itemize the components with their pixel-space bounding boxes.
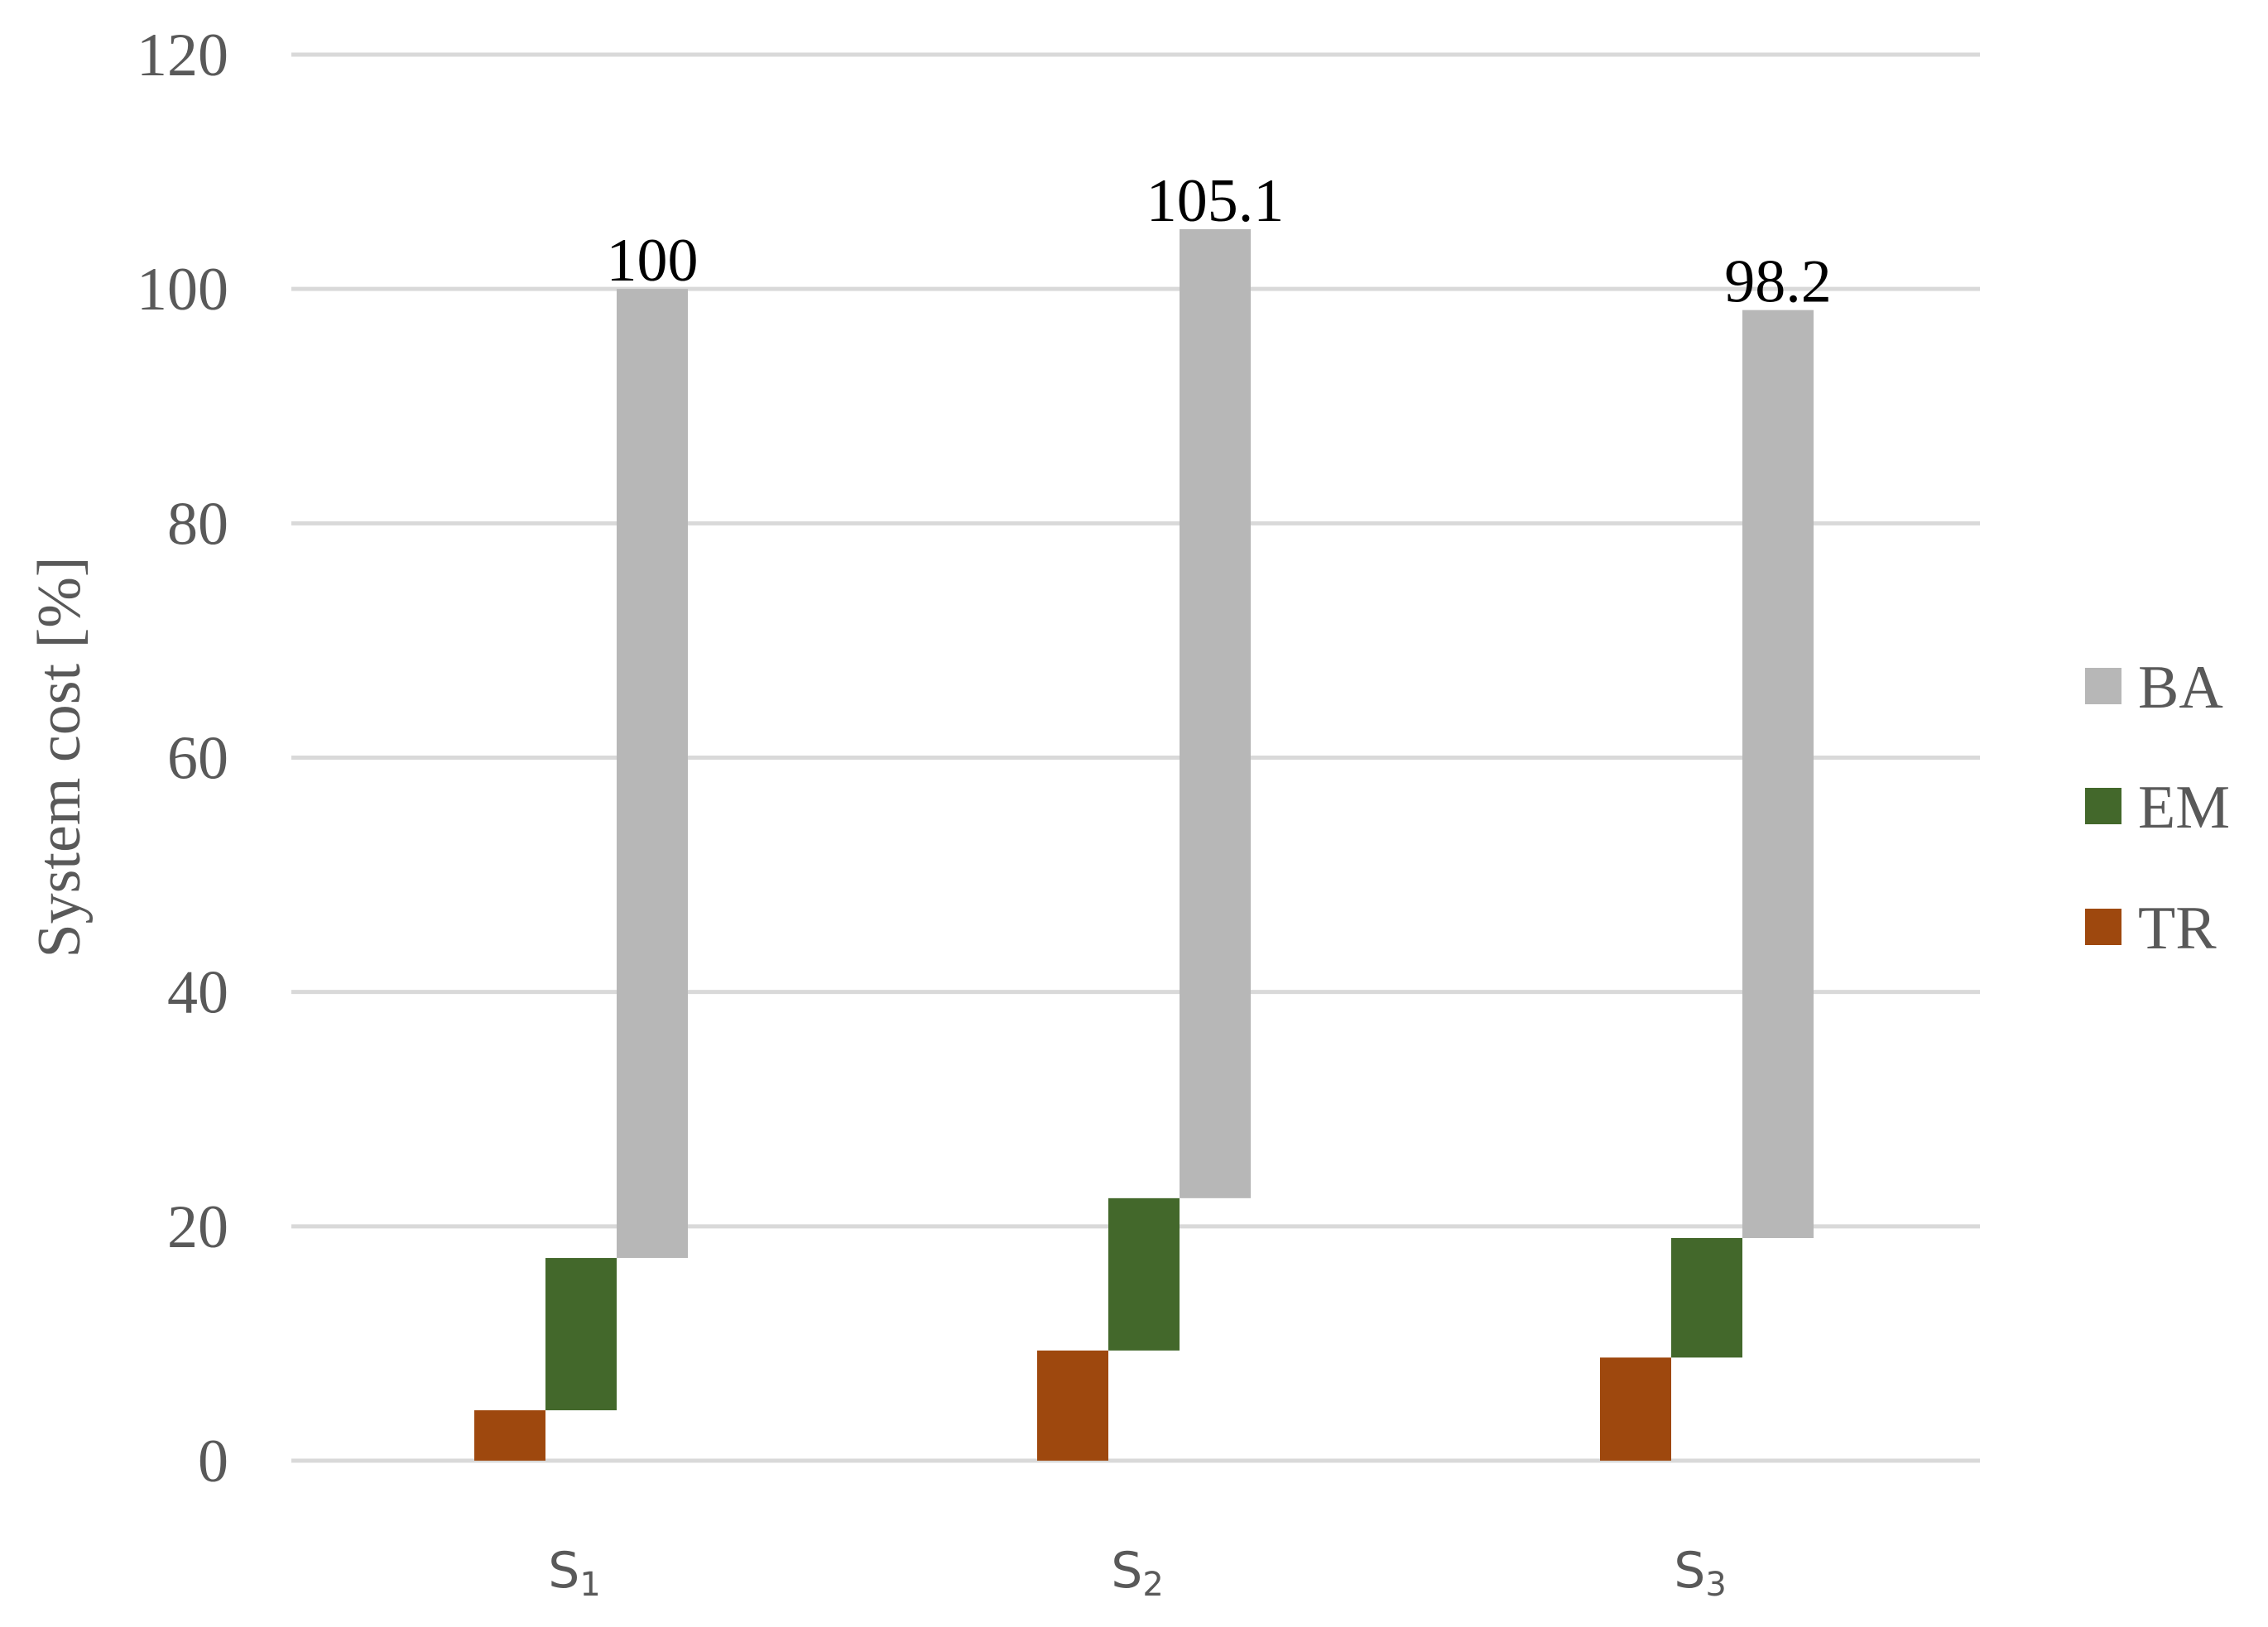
gridlines xyxy=(291,52,1980,1463)
y-axis-title: System cost [%] xyxy=(26,556,94,957)
x-category-label: S2 xyxy=(1111,1542,1164,1604)
bar-tr-1 xyxy=(474,1410,545,1461)
total-data-label: 100 xyxy=(607,227,699,295)
y-tick-label: 120 xyxy=(137,22,228,89)
legend-label-em: EM xyxy=(2138,774,2230,842)
x-category-label: S3 xyxy=(1674,1542,1727,1604)
legend: BA EM TR xyxy=(2085,654,2230,962)
bar-ba-2 xyxy=(1180,228,1251,1198)
y-tick-label: 60 xyxy=(167,725,228,793)
y-tick-label: 40 xyxy=(167,959,228,1027)
legend-swatch-ba xyxy=(2085,668,2121,704)
bar-tr-2 xyxy=(1037,1350,1108,1461)
legend-swatch-em xyxy=(2085,788,2121,824)
x-category-label: S1 xyxy=(548,1542,601,1604)
bar-em-1 xyxy=(545,1258,617,1411)
y-tick-label: 20 xyxy=(167,1193,228,1261)
total-data-label: 98.2 xyxy=(1724,248,1832,316)
bar-tr-3 xyxy=(1600,1357,1671,1461)
bar-ba-3 xyxy=(1742,310,1814,1238)
legend-label-tr: TR xyxy=(2138,895,2217,962)
legend-swatch-tr xyxy=(2085,909,2121,945)
bar-ba-1 xyxy=(617,289,688,1259)
data-labels: 100 105.1 98.2 xyxy=(607,167,1832,316)
total-data-label: 105.1 xyxy=(1146,167,1285,235)
y-tick-label: 100 xyxy=(137,256,228,324)
y-axis-ticks: 0 20 40 60 80 100 120 xyxy=(137,22,228,1495)
y-tick-label: 80 xyxy=(167,490,228,558)
bar-em-2 xyxy=(1108,1197,1180,1351)
x-axis-categories: S1 S2 S3 xyxy=(548,1542,1727,1604)
y-tick-label: 0 xyxy=(198,1428,228,1495)
bars xyxy=(474,228,1814,1461)
bar-em-3 xyxy=(1671,1237,1742,1358)
legend-label-ba: BA xyxy=(2138,654,2223,722)
